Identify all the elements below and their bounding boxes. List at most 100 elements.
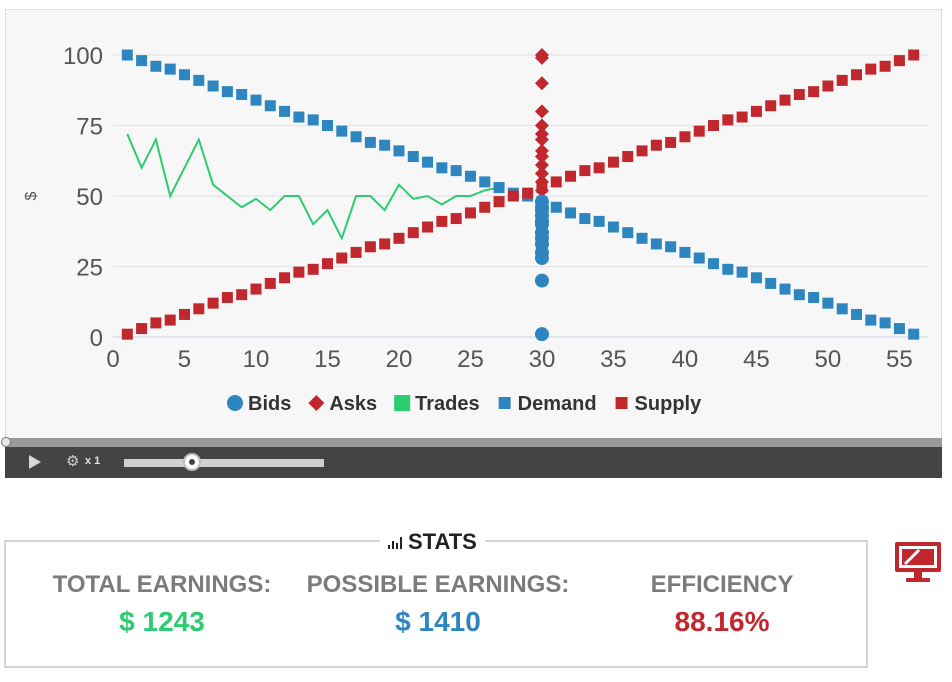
demand-point — [307, 114, 319, 126]
monitor-icon[interactable] — [893, 538, 943, 588]
x-tick-label: 15 — [314, 346, 341, 373]
speed-label: x 1 — [85, 455, 101, 467]
bids-point — [534, 327, 549, 342]
supply-point — [908, 49, 920, 61]
supply-point — [893, 55, 905, 67]
demand-point — [808, 292, 820, 304]
demand-point — [708, 258, 720, 270]
demand-point — [350, 131, 362, 143]
timeline-knob[interactable] — [1, 437, 11, 447]
speed-slider-knob[interactable] — [183, 453, 201, 471]
y-axis-label: $ — [23, 191, 40, 200]
timeline-track[interactable] — [1, 437, 942, 447]
play-button[interactable] — [29, 455, 41, 469]
supply-point — [207, 297, 219, 309]
demand-point — [221, 86, 233, 98]
demand-point — [321, 120, 333, 131]
supply-point — [379, 238, 391, 250]
asks-point — [534, 126, 549, 141]
supply-point — [650, 139, 662, 151]
supply-point — [464, 207, 476, 219]
supply-point — [279, 272, 291, 284]
demand-point — [851, 308, 863, 320]
trades-line — [126, 133, 500, 241]
supply-point — [221, 292, 233, 304]
bids-point — [534, 194, 549, 209]
demand-point — [236, 88, 248, 100]
demand-point — [822, 297, 834, 309]
bids-point — [534, 273, 549, 288]
asks-point — [534, 183, 549, 198]
supply-point — [579, 165, 591, 177]
series-bids — [534, 194, 549, 342]
stats-title: STATS — [380, 528, 485, 556]
y-tick-label: 100 — [63, 43, 103, 70]
x-tick-label: 25 — [457, 346, 484, 373]
demand-point — [765, 277, 777, 289]
legend-item-bids: Bids — [227, 393, 291, 415]
supply-point — [236, 289, 248, 301]
gear-icon[interactable]: ⚙ — [66, 453, 80, 470]
supply-point — [722, 114, 734, 126]
playback-controls: ⚙ x 1 — [1, 437, 942, 478]
series-trades — [126, 133, 500, 241]
supply-point — [851, 69, 863, 81]
supply-point — [407, 227, 419, 239]
chart: 0 25 50 75 100 0 5 10 15 20 25 30 35 40 45 50 55 $ Bids As… — [23, 43, 928, 415]
legend-label: Bids — [248, 393, 291, 415]
asks-point — [534, 48, 549, 62]
legend-item-trades: Trades — [394, 393, 480, 415]
stats-title-text: STATS — [408, 529, 477, 554]
supply-point — [665, 136, 677, 148]
demand-point — [750, 272, 762, 284]
y-tick-label: 0 — [90, 325, 103, 352]
efficiency-label: EFFICIENCY — [650, 571, 794, 598]
demand-point — [793, 289, 805, 301]
demand-point — [622, 227, 634, 239]
demand-point — [779, 283, 791, 295]
x-tick-label: 10 — [243, 346, 270, 373]
x-tick-label: 20 — [386, 346, 413, 373]
supply-point — [150, 317, 162, 329]
supply-point — [193, 303, 205, 315]
legend-symbol — [227, 395, 243, 411]
demand-point — [693, 252, 705, 264]
demand-point — [136, 55, 148, 67]
supply-point — [250, 283, 262, 295]
supply-point — [493, 196, 505, 208]
supply-point — [364, 241, 376, 253]
legend-item-supply: Supply — [615, 393, 703, 415]
demand-point — [479, 176, 491, 188]
asks-point — [534, 118, 549, 133]
demand-point — [865, 314, 877, 326]
supply-point — [593, 162, 605, 174]
legend: Bids Asks Trades Demand Supply — [227, 393, 702, 415]
supply-point — [550, 176, 562, 188]
x-tick-label: 55 — [886, 346, 913, 373]
legend-label: Supply — [635, 393, 703, 415]
supply-point — [136, 323, 148, 335]
demand-point — [650, 238, 662, 250]
supply-point — [779, 94, 791, 106]
x-tick-label: 40 — [672, 346, 699, 373]
series-asks — [534, 48, 549, 198]
demand-point — [722, 263, 734, 275]
supply-point — [765, 100, 777, 112]
speed-slider[interactable] — [124, 453, 324, 471]
series — [121, 48, 920, 342]
demand-point — [364, 136, 376, 148]
legend-item-asks: Asks — [308, 393, 377, 415]
y-tick-label: 75 — [76, 114, 103, 141]
efficiency-value: 88.16% — [674, 606, 770, 637]
supply-point — [164, 314, 176, 326]
demand-point — [193, 74, 205, 86]
demand-point — [279, 105, 291, 117]
x-tick-label: 35 — [600, 346, 627, 373]
axes: 0 25 50 75 100 0 5 10 15 20 25 30 35 40 45 50 55 $ — [23, 43, 913, 373]
x-tick-label: 45 — [743, 346, 770, 373]
demand-point — [450, 165, 462, 177]
x-tick-label: 0 — [106, 346, 119, 373]
x-tick-label: 30 — [529, 346, 556, 373]
supply-point — [507, 190, 519, 202]
supply-point — [178, 308, 190, 320]
